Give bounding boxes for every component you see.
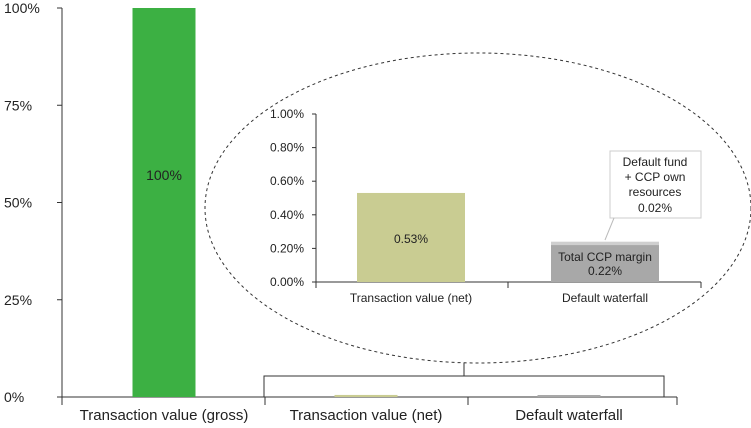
inset-y-tick-label: 0.60%: [270, 174, 304, 188]
inset-x-categories: Transaction value (net) Default waterfall: [315, 282, 702, 305]
zoom-ellipse: [204, 52, 751, 364]
margin-label-line2: 0.22%: [588, 264, 622, 278]
default-fund-callout: Default fund + CCP own resources 0.02%: [604, 150, 702, 241]
main-bar: [334, 394, 398, 397]
inset-y-tick-label: 0.40%: [270, 208, 304, 222]
margin-label-line1: Total CCP margin: [558, 250, 652, 264]
main-x-category-label: Transaction value (net): [290, 407, 443, 424]
main-chart: 0% 25% 50% 75% 100% Transaction value (gross…: [4, 0, 678, 424]
main-y-ticks: 0% 25% 50% 75% 100%: [4, 0, 62, 405]
main-y-tick-label: 0%: [4, 389, 24, 405]
callout-line4: 0.02%: [638, 201, 672, 215]
main-y-tick-label: 50%: [4, 195, 32, 211]
inset-y-ticks: 0.00% 0.20% 0.40% 0.60% 0.80% 1.00%: [270, 107, 316, 289]
inset-bar-segment: [551, 241, 659, 246]
main-x-categories: Transaction value (gross) Transaction val…: [61, 397, 678, 424]
inset-x-category-label: Default waterfall: [562, 291, 648, 305]
bar-data-label-gross: 100%: [146, 167, 182, 183]
callout-line3: resources: [629, 185, 682, 199]
main-y-tick-label: 75%: [4, 97, 32, 113]
inset-x-category-label: Transaction value (net): [350, 291, 472, 305]
main-y-tick-label: 25%: [4, 292, 32, 308]
callout-line2: + CCP own: [625, 170, 686, 184]
callout-leader: [604, 217, 615, 241]
inset-y-tick-label: 1.00%: [270, 107, 304, 121]
inset-y-tick-label: 0.80%: [270, 141, 304, 155]
callout-line1: Default fund: [623, 155, 688, 169]
inset-bar-segment: [357, 192, 465, 282]
main-x-category-label: Default waterfall: [515, 407, 623, 424]
main-x-category-label: Transaction value (gross): [80, 407, 249, 424]
callout-box: [609, 150, 702, 219]
main-bars: [132, 8, 601, 397]
zoom-bracket: [263, 363, 665, 397]
inset-bar-segment: [551, 245, 659, 282]
main-bar: [132, 8, 196, 397]
main-bar: [537, 395, 601, 397]
inset-y-tick-label: 0.20%: [270, 241, 304, 255]
inset-net-label: 0.53%: [394, 232, 428, 246]
main-y-tick-label: 100%: [4, 0, 40, 16]
inset-y-tick-label: 0.00%: [270, 275, 304, 289]
inset-bars: [357, 192, 659, 282]
inset-chart: 0.00% 0.20% 0.40% 0.60% 0.80% 1.00% Transacti…: [270, 107, 702, 305]
